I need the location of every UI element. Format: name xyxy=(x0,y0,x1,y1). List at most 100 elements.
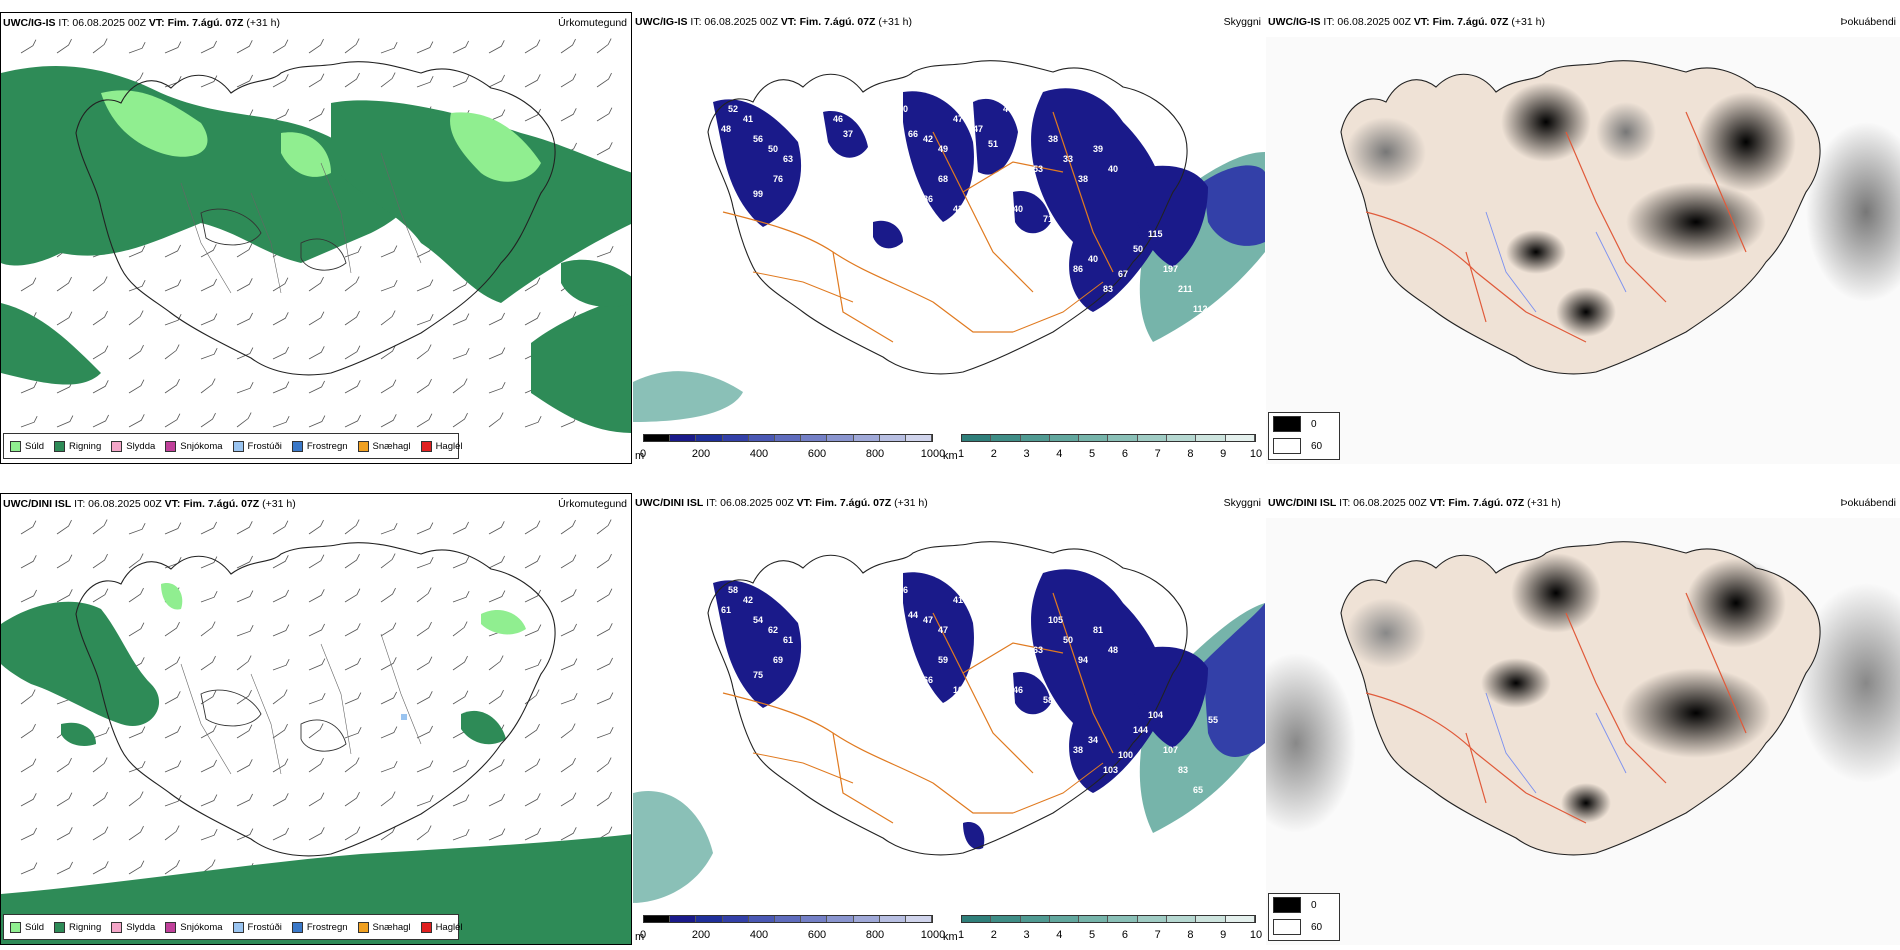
elevation-unit: m xyxy=(635,931,645,943)
colorbar-tick: 2 xyxy=(990,448,997,460)
wind-barb xyxy=(128,587,144,603)
legend-label: Snjókoma xyxy=(180,921,223,933)
legend-item: Súld xyxy=(10,440,44,452)
visibility-value-label: 42 xyxy=(743,595,753,605)
colorbar-tick: 8 xyxy=(1187,448,1194,460)
visibility-value-label: 40 xyxy=(1088,254,1098,264)
wind-barb xyxy=(20,689,36,705)
visibility-value-label: 53 xyxy=(793,204,803,214)
wind-barb xyxy=(524,108,541,122)
legend-item: Snæhagl xyxy=(357,440,411,452)
wind-barb xyxy=(236,278,253,292)
legend-item: Frostúði xyxy=(232,921,282,933)
wind-barb xyxy=(164,378,180,394)
visibility-value-label: 54 xyxy=(753,615,763,625)
fog-index-panel-top: UWC/IG-IS IT: 06.08.2025 00Z VT: Fim. 7.… xyxy=(1266,12,1900,464)
colorbar-tick: 6 xyxy=(1121,929,1128,941)
wind-barb xyxy=(164,413,181,428)
colorbar-tick: 3 xyxy=(1023,929,1030,941)
wind-barb xyxy=(128,622,145,637)
visibility-value-label: 48 xyxy=(721,124,731,134)
wind-barb xyxy=(524,416,542,428)
colorbar-segment xyxy=(1196,916,1226,922)
wind-barb xyxy=(272,589,289,603)
visibility-value-label: 61 xyxy=(783,635,793,645)
legend-label: Slydda xyxy=(126,921,156,933)
wind-barb xyxy=(164,344,180,360)
wind-barb xyxy=(416,656,433,671)
visibility-value-label: 72 xyxy=(1058,244,1068,254)
visibility-value-label: 58 xyxy=(888,665,898,675)
wind-barb xyxy=(344,623,361,637)
wind-barb xyxy=(344,727,362,739)
wind-barb xyxy=(164,859,180,875)
visibility-value-label: 40 xyxy=(1013,204,1023,214)
wind-barb xyxy=(524,793,541,807)
panel-header: UWC/IG-IS IT: 06.08.2025 00Z VT: Fim. 7.… xyxy=(1268,16,1545,28)
wind-barb xyxy=(560,827,577,841)
wind-barb xyxy=(596,588,613,603)
wind-barb xyxy=(596,107,613,122)
wind-barb xyxy=(452,690,469,705)
colorbar-tick: 7 xyxy=(1154,448,1161,460)
wind-barb xyxy=(416,557,434,569)
colorbar-tick: 800 xyxy=(865,448,885,460)
colorbar-tick: 9 xyxy=(1220,929,1227,941)
wind-barb xyxy=(596,38,612,54)
colorbar-segment xyxy=(1108,435,1138,441)
wind-barb xyxy=(308,73,325,88)
legend-swatch xyxy=(357,440,369,452)
legend-label: Slydda xyxy=(126,440,156,452)
wind-barb xyxy=(20,723,36,739)
colorbar-segment xyxy=(827,916,854,922)
wind-barb xyxy=(488,347,506,360)
visibility-value-label: 34 xyxy=(1088,735,1098,745)
visibility-value-label: 46 xyxy=(1013,685,1023,695)
colorbar-segment xyxy=(1020,435,1050,441)
wind-barb xyxy=(380,523,398,535)
colorbar-tick: 0 xyxy=(639,448,647,460)
wind-barb xyxy=(596,791,612,807)
visibility-value-label: 50 xyxy=(1133,244,1143,254)
legend-item: Haglél xyxy=(420,440,463,452)
wind-barb xyxy=(92,38,108,54)
wind-barb xyxy=(92,826,109,841)
wind-barb xyxy=(560,658,578,671)
wind-barb xyxy=(236,40,253,54)
wind-barb xyxy=(308,693,326,705)
wind-barb xyxy=(488,40,505,54)
wind-barb xyxy=(524,723,540,739)
colorbar-segment xyxy=(1137,435,1168,441)
wind-barb xyxy=(272,277,289,292)
visibility-value-label: 67 xyxy=(1118,269,1128,279)
fog-index-panel-bottom: UWC/DINI ISL IT: 06.08.2025 00Z VT: Fim.… xyxy=(1266,493,1900,945)
colorbar-tick: 600 xyxy=(807,929,827,941)
visibility-value-label: 35 xyxy=(1028,234,1038,244)
wind-barb xyxy=(380,245,398,258)
wind-barb xyxy=(20,555,37,569)
wind-barb xyxy=(416,522,434,535)
wind-barb xyxy=(308,554,325,569)
wind-barb xyxy=(560,723,576,739)
legend-label: Rigning xyxy=(69,440,102,452)
colorbar-segment xyxy=(905,435,933,441)
visibility-value-label: 48 xyxy=(1018,149,1028,159)
wind-barb xyxy=(416,314,434,326)
wind-barb xyxy=(416,41,434,54)
colorbar-segment xyxy=(991,916,1021,922)
visibility-value-label: 41 xyxy=(743,114,753,124)
panel-header: UWC/IG-IS IT: 06.08.2025 00Z VT: Fim. 7.… xyxy=(3,17,280,29)
wind-barb xyxy=(452,313,470,326)
wind-barb xyxy=(272,793,289,807)
visibility-value-label: 48 xyxy=(1058,725,1068,735)
legend-swatch xyxy=(111,440,123,452)
wind-barb xyxy=(416,378,432,394)
elevation-colorbar-strip xyxy=(643,434,933,442)
visibility-value-label: 8 xyxy=(1003,585,1008,595)
wind-barb xyxy=(200,521,217,535)
visibility-value-label: 38 xyxy=(1078,174,1088,184)
wind-barb xyxy=(380,691,397,705)
wind-barb xyxy=(488,312,505,326)
wind-barb xyxy=(272,520,289,535)
wind-barb xyxy=(56,276,72,292)
